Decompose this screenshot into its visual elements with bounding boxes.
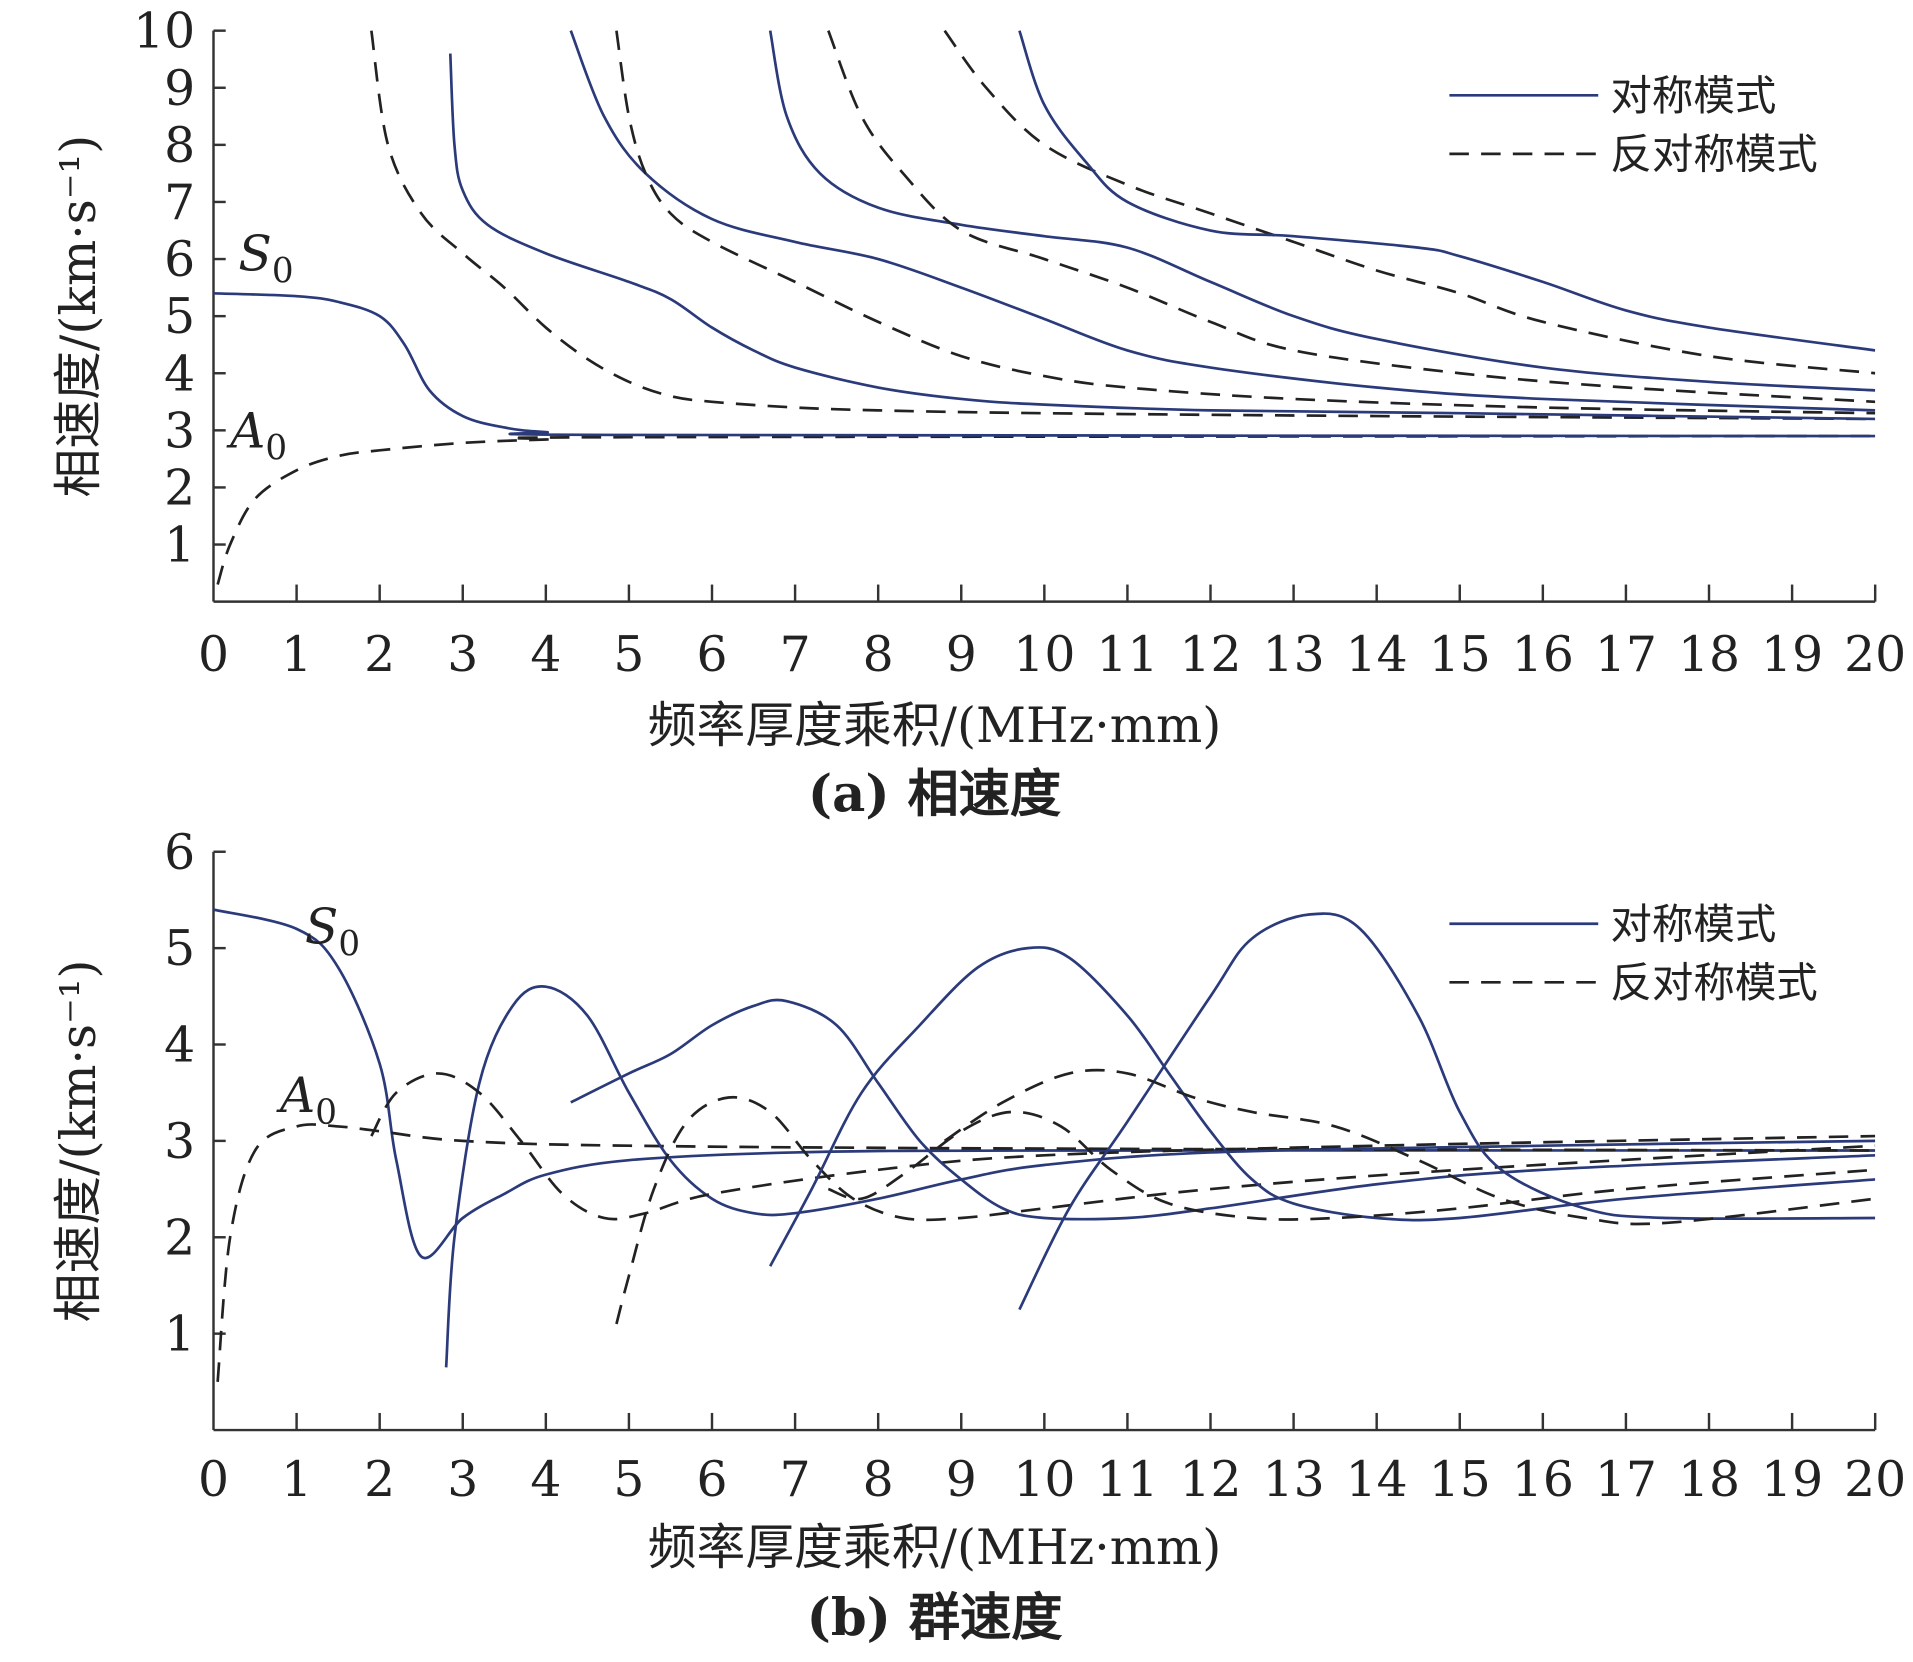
- x-tick-label: 10: [1013, 626, 1075, 683]
- series-line-A4: [943, 29, 1876, 375]
- series-line-S2: [569, 30, 1876, 412]
- x-tick-label: 5: [613, 626, 644, 683]
- y-tick-label: 4: [164, 345, 195, 402]
- x-tick-label: 6: [696, 1451, 727, 1508]
- y-tick-label: 3: [164, 402, 195, 459]
- chart-caption: (b) 群速度: [807, 1588, 1064, 1648]
- x-tick-label: 1: [281, 1451, 312, 1508]
- y-tick-label: 6: [164, 231, 195, 288]
- x-tick-label: 14: [1346, 626, 1408, 683]
- x-tick-label: 16: [1512, 626, 1574, 683]
- legend-antisymmetric-label: 反对称模式: [1610, 130, 1817, 179]
- x-tick-label: 10: [1013, 1451, 1075, 1508]
- series-line-S4: [1018, 912, 1876, 1311]
- y-tick-label: 2: [164, 1209, 195, 1266]
- x-tick-label: 19: [1761, 626, 1823, 683]
- y-tick-label: 1: [164, 517, 195, 574]
- series-line-A1: [370, 30, 1876, 421]
- x-axis-label: 频率厚度乘积/(MHz·mm): [648, 1519, 1222, 1576]
- series-line-A4: [943, 1068, 1876, 1226]
- x-tick-label: 13: [1263, 1451, 1325, 1508]
- y-tick-label: 5: [164, 288, 195, 345]
- x-tick-label: 16: [1512, 1451, 1574, 1508]
- x-tick-label: 9: [946, 626, 977, 683]
- series-line-A3: [827, 1110, 1876, 1221]
- series-line-S1: [444, 985, 1876, 1368]
- series-line-S0: [213, 291, 1876, 438]
- x-tick-label: 0: [198, 1451, 229, 1508]
- phase-velocity-chart: 0 1 2 3 4 5 6 7 8 9 10 11 12 13 14 15 16 17 18 19 2012345678…: [50, 3, 1906, 825]
- x-tick-label: 19: [1761, 1451, 1823, 1508]
- x-tick-label: 4: [530, 1451, 561, 1508]
- y-tick-label: 7: [164, 174, 195, 231]
- series-line-A3: [827, 30, 1876, 404]
- series-line-S3: [768, 30, 1876, 392]
- x-tick-label: 3: [447, 1451, 478, 1508]
- x-tick-label: 3: [447, 626, 478, 683]
- x-tick-label: 2: [364, 626, 395, 683]
- legend-antisymmetric-label: 反对称模式: [1610, 958, 1817, 1007]
- y-tick-label: 10: [133, 3, 195, 60]
- series-line-A2: [615, 1095, 1876, 1325]
- y-tick-label: 1: [164, 1306, 195, 1363]
- x-tick-label: 18: [1678, 626, 1740, 683]
- x-tick-label: 11: [1096, 626, 1158, 683]
- y-tick-label: 5: [164, 920, 195, 977]
- x-tick-label: 17: [1595, 1451, 1657, 1508]
- x-tick-label: 20: [1844, 626, 1906, 683]
- y-axis-label: 相速度/(km·s⁻¹): [50, 960, 107, 1323]
- x-tick-label: 0: [198, 626, 229, 683]
- y-tick-label: 2: [164, 460, 195, 517]
- series-line-A1: [370, 1072, 1876, 1221]
- x-tick-label: 7: [780, 1451, 811, 1508]
- mode-label-S0: S0: [305, 898, 360, 964]
- x-tick-label: 13: [1263, 626, 1325, 683]
- x-tick-label: 17: [1595, 626, 1657, 683]
- x-axis-label: 频率厚度乘积/(MHz·mm): [648, 697, 1222, 754]
- y-axis-label: 相速度/(km·s⁻¹): [50, 135, 107, 498]
- mode-label-S0: S0: [238, 225, 293, 291]
- y-tick-label: 8: [164, 117, 195, 174]
- x-tick-label: 9: [946, 1451, 977, 1508]
- series-line-S4: [1018, 30, 1876, 352]
- x-tick-label: 11: [1096, 1451, 1158, 1508]
- group-velocity-chart: 0 1 2 3 4 5 6 7 8 9 10 11 12 13 14 15 16 17 18 19 20123456频率…: [50, 824, 1906, 1648]
- x-tick-label: 15: [1429, 626, 1491, 683]
- y-tick-label: 9: [164, 60, 195, 117]
- series-line-A2: [615, 30, 1876, 415]
- x-tick-label: 4: [530, 626, 561, 683]
- series-line-A0: [216, 434, 1876, 585]
- x-tick-label: 1: [281, 626, 312, 683]
- x-tick-label: 6: [696, 626, 727, 683]
- x-tick-label: 15: [1429, 1451, 1491, 1508]
- series-line-S2: [570, 998, 1876, 1221]
- y-tick-label: 4: [164, 1017, 195, 1074]
- mode-label-A0: A0: [276, 1067, 337, 1133]
- x-tick-label: 8: [863, 1451, 894, 1508]
- chart-caption: (a) 相速度: [808, 764, 1062, 824]
- x-tick-label: 8: [863, 626, 894, 683]
- x-tick-label: 7: [780, 626, 811, 683]
- x-tick-label: 12: [1179, 1451, 1241, 1508]
- y-tick-label: 3: [164, 1113, 195, 1170]
- legend-symmetric-label: 对称模式: [1610, 899, 1776, 948]
- x-tick-label: 12: [1179, 626, 1241, 683]
- x-tick-label: 14: [1346, 1451, 1408, 1508]
- x-tick-label: 20: [1844, 1451, 1906, 1508]
- x-tick-label: 18: [1678, 1451, 1740, 1508]
- x-tick-label: 5: [613, 1451, 644, 1508]
- legend-symmetric-label: 对称模式: [1610, 71, 1776, 120]
- mode-label-A0: A0: [226, 402, 287, 468]
- series-line-S1: [448, 53, 1876, 421]
- x-tick-label: 2: [364, 1451, 395, 1508]
- y-tick-label: 6: [164, 824, 195, 881]
